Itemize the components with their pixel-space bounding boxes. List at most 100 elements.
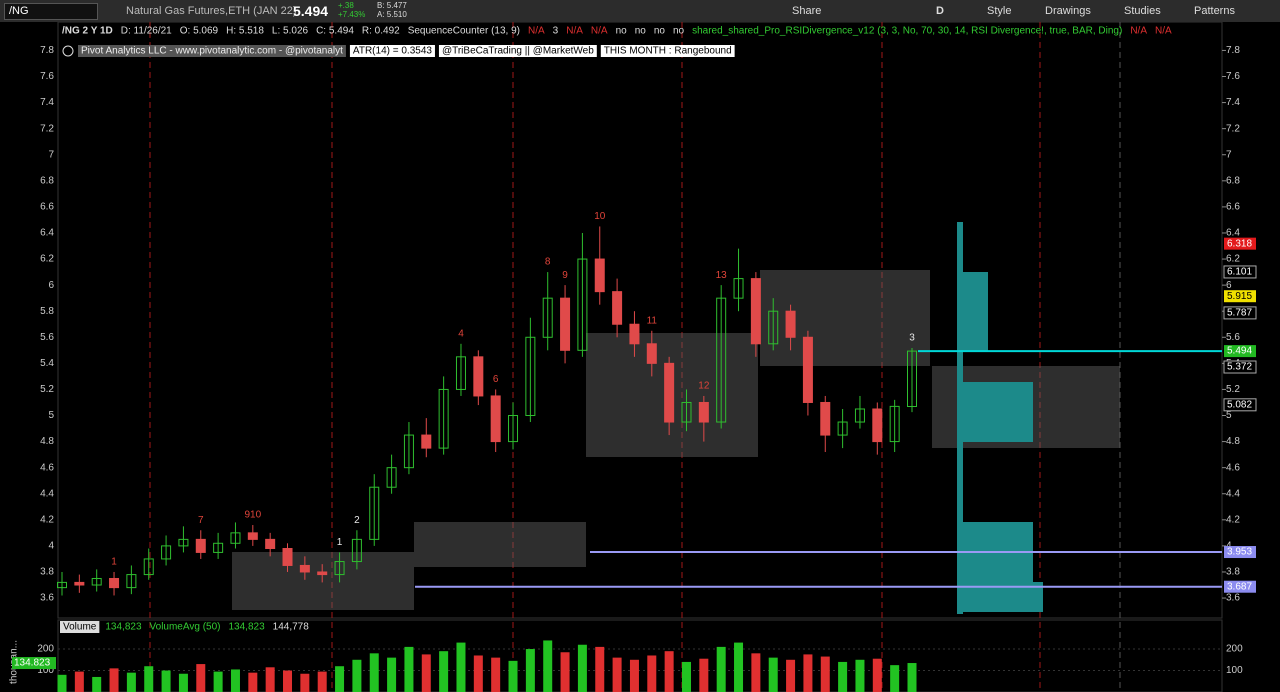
volume-bar (855, 659, 865, 692)
y-tick-label: 5.2 (1226, 384, 1240, 395)
volume-header: 134,823 (228, 622, 265, 633)
y-tick-label-left: 5.6 (40, 332, 54, 343)
candle-body (664, 362, 675, 423)
y-tick-label-left: 4.8 (40, 436, 54, 447)
study-label-bg (438, 45, 597, 57)
volume-bar (144, 666, 154, 692)
ask: A: 5.510 (377, 10, 407, 19)
candle-body (161, 545, 172, 560)
button[interactable]: Studies (1124, 5, 1161, 17)
candle-body (837, 421, 848, 436)
candle-body (907, 350, 917, 408)
candle-body (681, 401, 692, 423)
period-lines (149, 22, 1121, 692)
price-label-bg (1224, 345, 1256, 358)
volume-bar (92, 676, 102, 692)
price-label-bg (1224, 290, 1256, 303)
volume-bar (439, 651, 449, 692)
volume-bar (768, 657, 778, 692)
volume-bar (335, 666, 345, 692)
price-label: 3.687 (1227, 581, 1252, 592)
y-tick-label-left: 7.4 (40, 97, 54, 108)
sequence-label: 7 (198, 515, 204, 526)
volume-bar (265, 667, 275, 692)
candle-body (265, 538, 276, 550)
candle-body (438, 388, 449, 449)
y-tick-label: 7.4 (1226, 97, 1240, 108)
volume-bar (734, 642, 744, 692)
button[interactable]: Drawings (1045, 5, 1091, 17)
y-tick-label: 100 (1226, 665, 1243, 676)
candle-body (126, 574, 137, 589)
volume-bar (838, 661, 848, 692)
info-item: no (616, 26, 628, 37)
y-tick-label: 6 (1226, 280, 1232, 291)
sequence-label: 10 (594, 211, 606, 222)
study-label-bg (349, 45, 435, 57)
y-tick-label-left: 6 (48, 280, 54, 291)
y-tick-label-left: 6.2 (40, 254, 54, 265)
sequence-label: 12 (698, 381, 710, 392)
sequence-label: 1 (111, 557, 117, 568)
symbol: /NG (9, 5, 29, 17)
button[interactable]: D (936, 5, 944, 17)
candle-body (646, 343, 657, 364)
volume-bar (525, 649, 535, 692)
info-item: N/A (1155, 26, 1172, 37)
info-item: 3 (553, 26, 559, 37)
candle-body (351, 538, 362, 563)
price-label: 6.101 (1227, 267, 1252, 278)
volume-bar (577, 644, 587, 692)
y-tick-label: 4.2 (1226, 514, 1240, 525)
volume-bar (716, 646, 726, 692)
button[interactable]: Patterns (1194, 5, 1235, 17)
y-tick-label-left: 6.8 (40, 175, 54, 186)
y-tick-label: 3.6 (1226, 593, 1240, 604)
study-label: THIS MONTH : Rangebound (604, 46, 732, 57)
volume-bar (491, 657, 501, 692)
price-label-bg (1224, 546, 1256, 559)
price-label-bg (1223, 398, 1257, 412)
volume-bar (508, 660, 518, 692)
price-label: 5.082 (1227, 399, 1252, 410)
candle-body (213, 542, 224, 553)
button[interactable]: Style (987, 5, 1012, 17)
symbol-box[interactable]: /NG (4, 3, 98, 20)
volume-bar (820, 656, 830, 692)
volume-bar (543, 640, 553, 692)
info-item: no (673, 26, 685, 37)
volume-bar (283, 670, 293, 692)
volume-bar (300, 673, 310, 692)
candle-body (525, 336, 536, 417)
volume-bar (109, 668, 119, 692)
y-tick-label-left: 7.6 (40, 71, 54, 82)
candle-body (716, 297, 727, 423)
y-tick-label: 3.8 (1226, 567, 1240, 578)
volume-bar (595, 646, 605, 692)
y-tick-label-left: 4.4 (40, 488, 54, 499)
price-panel (57, 22, 1223, 619)
volume-bar (647, 655, 657, 692)
candle-body (508, 415, 519, 443)
price-label-bg (1224, 580, 1256, 593)
candle-body (542, 297, 553, 338)
sequence-label: 2 (354, 515, 360, 526)
price-label: 5.372 (1227, 362, 1252, 373)
y-tick-label-left: 5.2 (40, 384, 54, 395)
y-tick-label-left: 7.2 (40, 123, 54, 134)
y-tick-label: 6.8 (1226, 175, 1240, 186)
last: 5.494 (293, 3, 329, 19)
y-tick-label: 6.6 (1226, 202, 1240, 213)
y-tick-label-left: 4 (48, 541, 54, 552)
y-tick-label-left: 200 (37, 644, 54, 655)
button[interactable]: Share (792, 5, 822, 17)
y-tick-label: 4.6 (1226, 462, 1240, 473)
price-label-bg (1223, 360, 1257, 374)
candle-body (889, 405, 900, 443)
price-label: 5.787 (1227, 308, 1252, 319)
description: Natural Gas Futures,ETH (JAN 22) (126, 5, 297, 17)
y-tick-label: 7.2 (1226, 123, 1240, 134)
candle-body (74, 581, 85, 586)
sequence-label: 4 (458, 328, 464, 339)
candle-body (455, 356, 466, 390)
